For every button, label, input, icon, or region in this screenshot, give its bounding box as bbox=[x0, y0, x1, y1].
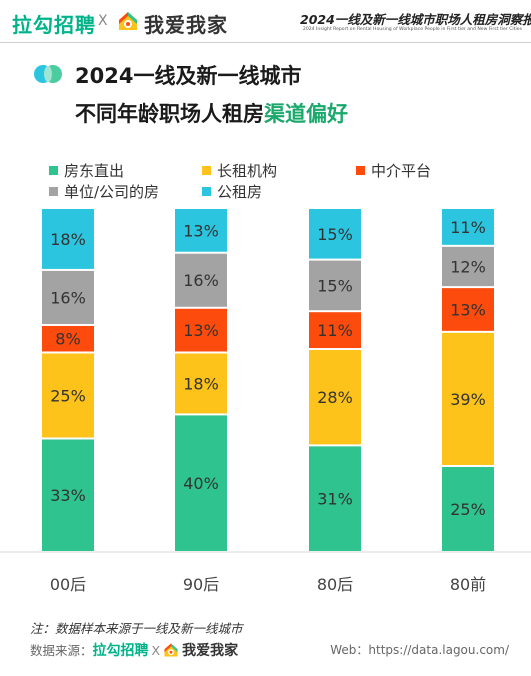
lagou-logo: 拉勾招聘 bbox=[12, 13, 96, 37]
footer-note: 注：数据样本来源于一线及新一线城市 bbox=[30, 621, 243, 636]
legend-item-company-housing: 单位/公司的房 bbox=[49, 181, 159, 202]
data-label: 40% bbox=[183, 474, 219, 493]
legend-item-landlord: 房东直出 bbox=[49, 160, 124, 181]
source-separator: X bbox=[151, 643, 161, 658]
data-label: 31% bbox=[317, 490, 353, 509]
report-title: 2024一线及新一线城市职场人租房洞察报告 bbox=[300, 12, 531, 27]
data-label: 13% bbox=[183, 321, 219, 340]
chart-title-line2: 不同年龄职场人租房渠道偏好 bbox=[75, 98, 348, 128]
source-lagou-logo: 拉勾招聘 bbox=[92, 643, 149, 659]
legend-swatch bbox=[202, 166, 211, 175]
source-5i5j-logo: 我爱我家 bbox=[182, 643, 239, 659]
legend-label: 房东直出 bbox=[64, 162, 125, 180]
data-label: 15% bbox=[317, 225, 353, 244]
data-label: 12% bbox=[450, 257, 486, 276]
data-label: 16% bbox=[183, 271, 219, 290]
legend-swatch bbox=[49, 187, 58, 196]
bar-segment bbox=[42, 325, 94, 352]
report-subtitle: 2024 Insight Report on Rental Housing of… bbox=[302, 27, 522, 32]
bar-segment bbox=[309, 209, 361, 259]
data-label: 18% bbox=[50, 230, 86, 249]
data-label: 25% bbox=[50, 386, 86, 405]
legend-label: 公租房 bbox=[217, 183, 263, 201]
data-label: 33% bbox=[50, 486, 86, 505]
footer-web-link[interactable]: Web：https://data.lagou.com/ bbox=[330, 643, 509, 657]
bar-segment bbox=[309, 446, 361, 551]
bar-segment bbox=[175, 209, 227, 252]
data-label: 15% bbox=[317, 276, 353, 295]
bar-segment bbox=[442, 332, 494, 465]
bar-segment bbox=[175, 253, 227, 307]
bar-segment bbox=[175, 415, 227, 551]
bar-segment bbox=[42, 270, 94, 324]
x-tick-label: 80前 bbox=[450, 575, 486, 594]
legend-item-long-rent: 长租机构 bbox=[202, 160, 277, 181]
5i5j-house-icon bbox=[119, 12, 137, 30]
data-label: 28% bbox=[317, 388, 353, 407]
data-label: 13% bbox=[183, 221, 219, 240]
chart-title-highlight: 渠道偏好 bbox=[264, 102, 348, 126]
legend-swatch bbox=[202, 187, 211, 196]
header-bar: 拉勾招聘 X 我爱我家 2024一线及新一线城市职场人租房洞察报告 2024 I… bbox=[0, 0, 531, 46]
bar-segment bbox=[442, 288, 494, 331]
header-divider bbox=[0, 42, 531, 43]
5i5j-house-icon-small bbox=[164, 643, 178, 657]
legend-swatch bbox=[356, 166, 365, 175]
source-label: 数据来源： bbox=[30, 643, 93, 658]
bar-segment bbox=[175, 353, 227, 414]
5i5j-logo: 我爱我家 bbox=[144, 13, 228, 37]
data-label: 16% bbox=[50, 288, 86, 307]
bar-segment bbox=[442, 246, 494, 287]
x-tick-label: 80后 bbox=[317, 575, 353, 594]
data-label: 25% bbox=[450, 500, 486, 519]
bar-segment bbox=[42, 439, 94, 551]
bar-segment bbox=[442, 467, 494, 551]
bar-segment bbox=[42, 353, 94, 438]
bar-segment bbox=[309, 260, 361, 311]
legend-swatch bbox=[49, 166, 58, 175]
legend-label: 单位/公司的房 bbox=[64, 183, 160, 201]
bar-segment bbox=[442, 209, 494, 245]
title-badge-icon bbox=[34, 65, 62, 83]
data-label: 18% bbox=[183, 374, 219, 393]
legend-item-agency: 中介平台 bbox=[356, 160, 431, 181]
data-label: 39% bbox=[450, 390, 486, 409]
bar-segment bbox=[309, 350, 361, 445]
data-label: 11% bbox=[317, 321, 353, 340]
bar-segment bbox=[42, 209, 94, 269]
legend-label: 中介平台 bbox=[371, 162, 432, 180]
brand-separator: X bbox=[98, 13, 108, 29]
chart-title-main: 不同年龄职场人租房 bbox=[75, 102, 264, 126]
x-tick-label: 00后 bbox=[50, 575, 86, 594]
legend-item-public-rental: 公租房 bbox=[202, 181, 262, 202]
data-label: 8% bbox=[55, 330, 80, 349]
data-label: 11% bbox=[450, 218, 486, 237]
legend-label: 长租机构 bbox=[217, 162, 278, 180]
footer-source: 数据来源：拉勾招聘 X 我爱我家 bbox=[30, 640, 238, 660]
x-tick-label: 90后 bbox=[183, 575, 219, 594]
bar-segment bbox=[175, 308, 227, 352]
bar-segment bbox=[309, 312, 361, 349]
data-label: 13% bbox=[450, 300, 486, 319]
chart-title-line1: 2024一线及新一线城市 bbox=[75, 64, 302, 88]
